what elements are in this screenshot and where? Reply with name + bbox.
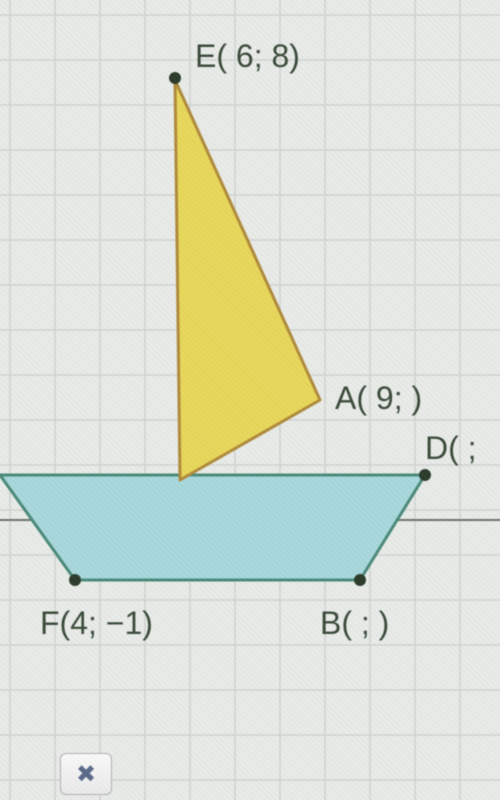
hull-shape: [0, 475, 425, 580]
point-label-e: E( 6; 8): [195, 38, 300, 75]
point-label-a: A( 9; ): [335, 380, 422, 417]
point-label-d: D( ;: [425, 430, 477, 467]
close-icon: ✖: [76, 760, 96, 789]
diagram-canvas: [0, 0, 500, 800]
point-label-f: F(4; −1): [40, 605, 153, 642]
point-label-b: B( ; ): [320, 605, 389, 642]
close-button[interactable]: ✖: [60, 753, 112, 795]
